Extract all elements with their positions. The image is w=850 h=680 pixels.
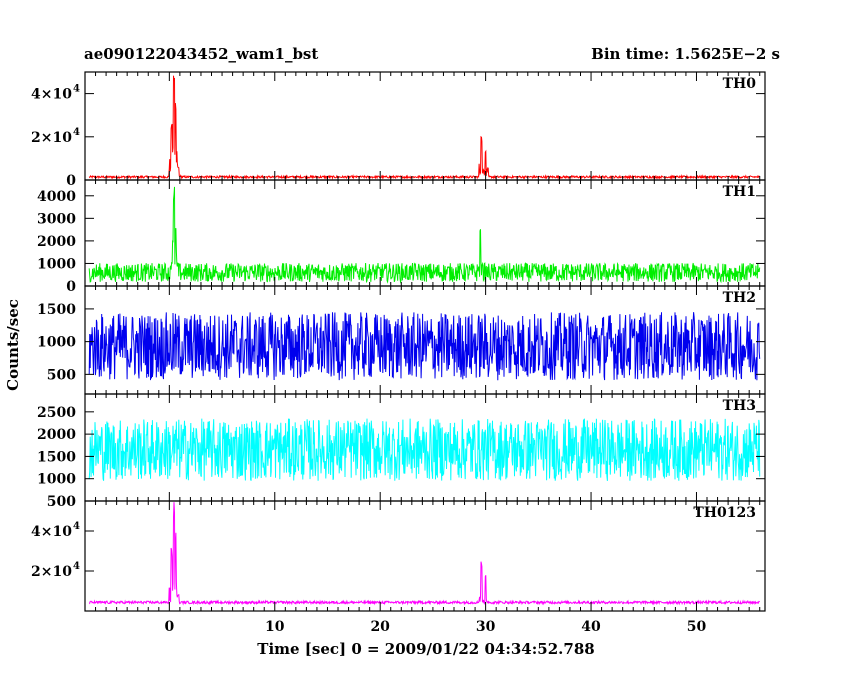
x-tick-label: 0 [164, 619, 174, 635]
y-tick-exponent-th0: 4 [73, 127, 80, 138]
series-line-th3 [88, 418, 761, 481]
panel-frame-th0123 [84, 500, 766, 612]
y-tick-label-th0123: 2×10 [31, 564, 72, 580]
x-axis-label: Time [sec] 0 = 2009/01/22 04:34:52.788 [257, 640, 594, 658]
series-line-th2 [88, 312, 761, 381]
y-tick-label-th0123: 4×10 [31, 524, 72, 540]
panel-frame-th0 [84, 71, 766, 181]
x-tick-label: 50 [687, 619, 707, 635]
panel-label-th2: TH2 [723, 290, 756, 306]
y-tick-label-th1: 2000 [37, 234, 76, 250]
y-tick-exponent-th0123: 4 [73, 521, 80, 532]
y-tick-label-th3: 2500 [37, 405, 76, 421]
y-tick-label-th3: 1000 [37, 472, 76, 488]
y-tick-label-th1: 4000 [37, 189, 76, 205]
panel-label-th3: TH3 [723, 398, 756, 414]
y-tick-label-th1: 0 [66, 279, 76, 295]
panel-label-th0: TH0 [723, 76, 757, 92]
series-line-th0123 [88, 502, 761, 606]
y-tick-label-th2: 1000 [37, 335, 76, 351]
y-axis-label: Counts/sec [4, 299, 22, 391]
y-tick-label-th1: 1000 [37, 256, 76, 272]
series-line-th1 [88, 186, 761, 284]
y-tick-label-th1: 3000 [37, 211, 76, 227]
bin-time-label: Bin time: 1.5625E−2 s [591, 45, 780, 63]
y-tick-label-th3: 500 [47, 494, 76, 510]
panel-label-th0123: TH0123 [693, 505, 756, 521]
x-tick-label: 30 [476, 619, 496, 635]
y-tick-exponent-th0123: 4 [73, 561, 80, 572]
x-tick-label: 10 [265, 619, 285, 635]
y-tick-exponent-th0: 4 [73, 84, 80, 95]
panel-label-th1: TH1 [723, 184, 756, 200]
y-tick-label-th3: 1500 [37, 449, 76, 465]
y-tick-label-th2: 1500 [37, 302, 76, 318]
y-tick-label-th0: 0 [66, 173, 76, 189]
y-tick-label-th0: 2×10 [31, 130, 72, 146]
x-tick-label: 40 [581, 619, 601, 635]
chart-title: ae090122043452_wam1_bst [84, 45, 318, 63]
y-tick-label-th3: 2000 [37, 427, 76, 443]
x-tick-label: 20 [370, 619, 390, 635]
series-line-th0 [88, 75, 760, 180]
y-tick-label-th2: 500 [47, 367, 76, 383]
y-tick-label-th0: 4×10 [31, 87, 72, 103]
